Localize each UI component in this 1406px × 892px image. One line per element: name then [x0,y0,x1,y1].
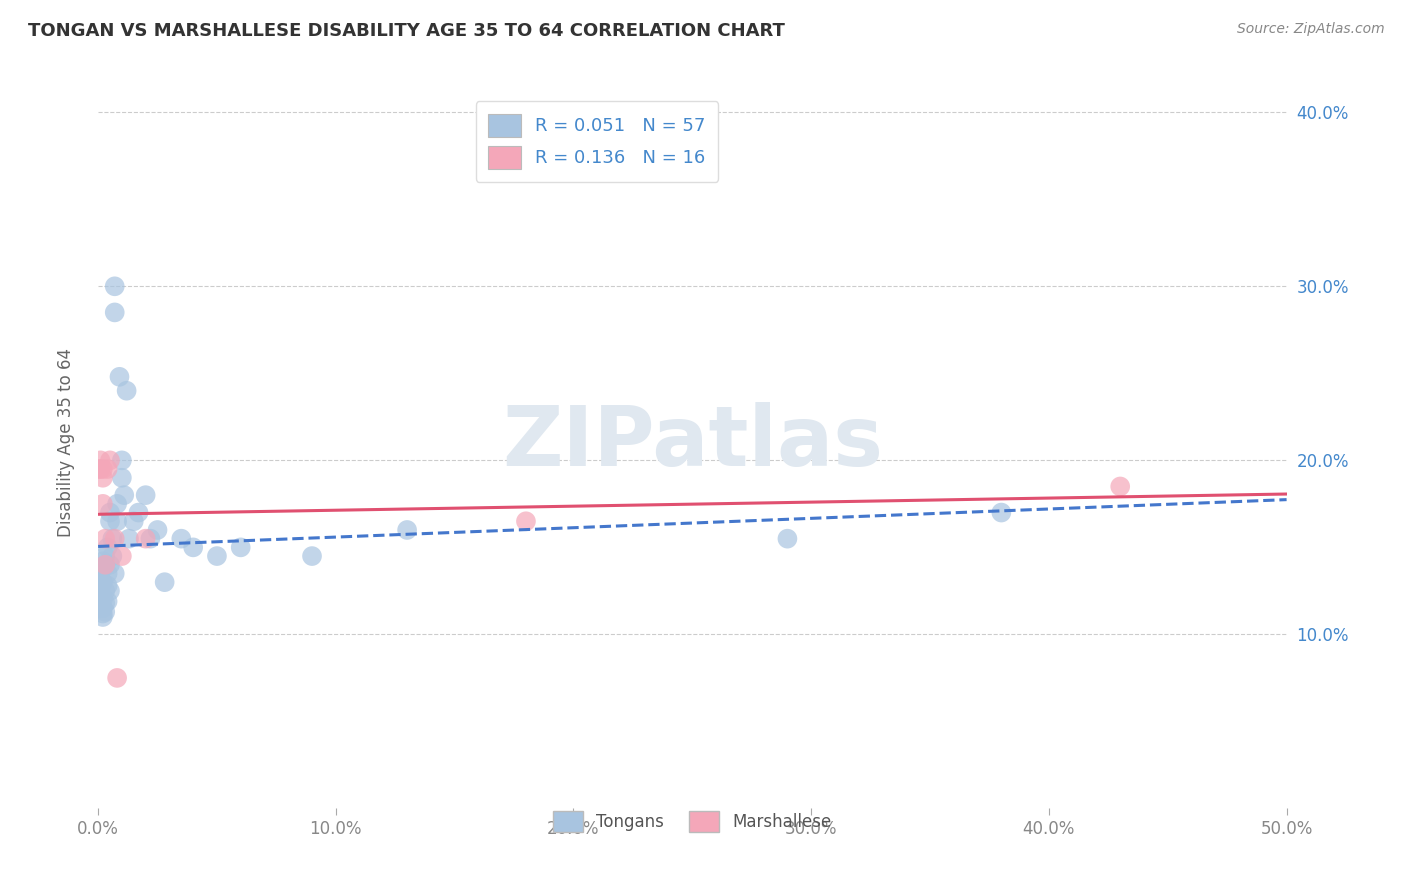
Point [118,532,141,546]
Point [105,514,128,528]
Point [94,558,117,572]
Point [89,583,111,598]
Point [104,532,127,546]
Text: Source: ZipAtlas.com: Source: ZipAtlas.com [1237,22,1385,37]
Point [98,583,121,598]
Point [181,541,204,555]
Point [108,369,131,384]
Point [153,575,176,590]
Y-axis label: Disability Age 35 to 64: Disability Age 35 to 64 [58,349,75,538]
Text: TONGAN VS MARSHALLESE DISABILITY AGE 35 TO 64 CORRELATION CHART: TONGAN VS MARSHALLESE DISABILITY AGE 35 … [28,22,785,40]
Point [776,532,799,546]
Point [98,506,121,520]
Point [94,583,117,598]
Point [105,497,128,511]
Point [97,462,120,476]
Point [115,384,138,398]
Point [135,532,157,546]
Point [91,601,114,615]
Point [205,549,228,563]
Point [87,566,110,581]
Point [128,506,150,520]
Point [111,471,134,485]
Point [89,579,111,593]
Point [101,549,124,563]
Point [229,541,252,555]
Point [89,462,111,476]
Point [105,671,128,685]
Point [98,558,121,572]
Point [89,581,111,595]
Point [91,561,114,575]
Point [111,549,134,563]
Point [104,305,127,319]
Point [89,601,111,615]
Point [91,575,114,590]
Point [146,523,169,537]
Point [515,514,537,528]
Point [990,506,1012,520]
Point [94,532,117,546]
Point [91,497,114,511]
Point [111,453,134,467]
Text: ZIPatlas: ZIPatlas [502,402,883,483]
Point [91,610,114,624]
Point [104,279,127,293]
Point [89,572,111,586]
Point [94,558,117,572]
Point [122,514,145,528]
Point [89,596,111,610]
Point [97,541,120,555]
Point [97,579,120,593]
Point [91,554,114,568]
Point [104,566,127,581]
Point [301,549,323,563]
Point [91,471,114,485]
Point [101,532,124,546]
Point [91,592,114,607]
Point [98,453,121,467]
Point [87,462,110,476]
Point [139,532,162,546]
Point [94,549,117,563]
Point [170,532,193,546]
Point [91,607,114,621]
Point [89,453,111,467]
Point [87,575,110,590]
Point [89,592,111,607]
Legend: Tongans, Marshallese: Tongans, Marshallese [541,799,844,844]
Point [97,594,120,608]
Point [97,566,120,581]
Point [89,589,111,603]
Point [94,596,117,610]
Point [135,488,157,502]
Point [112,488,135,502]
Point [98,514,121,528]
Point [1109,479,1132,493]
Point [94,605,117,619]
Point [91,462,114,476]
Point [396,523,419,537]
